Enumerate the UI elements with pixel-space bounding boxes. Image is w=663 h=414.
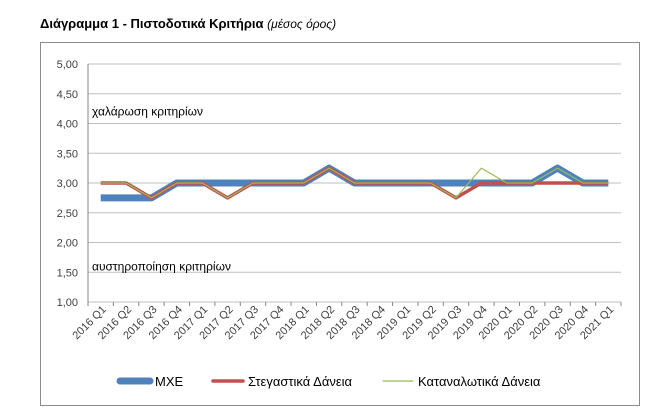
y-tick-label: 1,00 xyxy=(57,297,78,309)
chart-subtitle: (μέσος όρος) xyxy=(267,17,337,31)
y-tick-label: 4,00 xyxy=(57,119,78,131)
y-tick-label: 3,50 xyxy=(57,148,78,160)
annotation: χαλάρωση κριτηρίων xyxy=(92,105,203,119)
y-tick-label: 2,50 xyxy=(57,208,78,220)
series-line xyxy=(100,167,609,199)
chart-title: Διάγραμμα 1 - Πιστοδοτικά Κριτήρια (μέσο… xyxy=(40,16,336,31)
y-tick-label: 5,00 xyxy=(57,59,78,71)
annotation: αυστηροποίηση κριτηρίων xyxy=(92,259,231,273)
legend-label: Στεγαστικά Δάνεια xyxy=(248,374,353,389)
legend-label: ΜΧΕ xyxy=(155,374,184,389)
chart-frame xyxy=(40,42,640,406)
y-tick-label: 4,50 xyxy=(57,89,78,101)
y-tick-label: 2,00 xyxy=(57,238,78,250)
y-tick-label: 1,50 xyxy=(57,267,78,279)
chart-title-text: Διάγραμμα 1 - Πιστοδοτικά Κριτήρια xyxy=(40,16,264,31)
legend-label: Καταναλωτικά Δάνεια xyxy=(418,374,541,389)
y-tick-label: 3,00 xyxy=(57,178,78,190)
